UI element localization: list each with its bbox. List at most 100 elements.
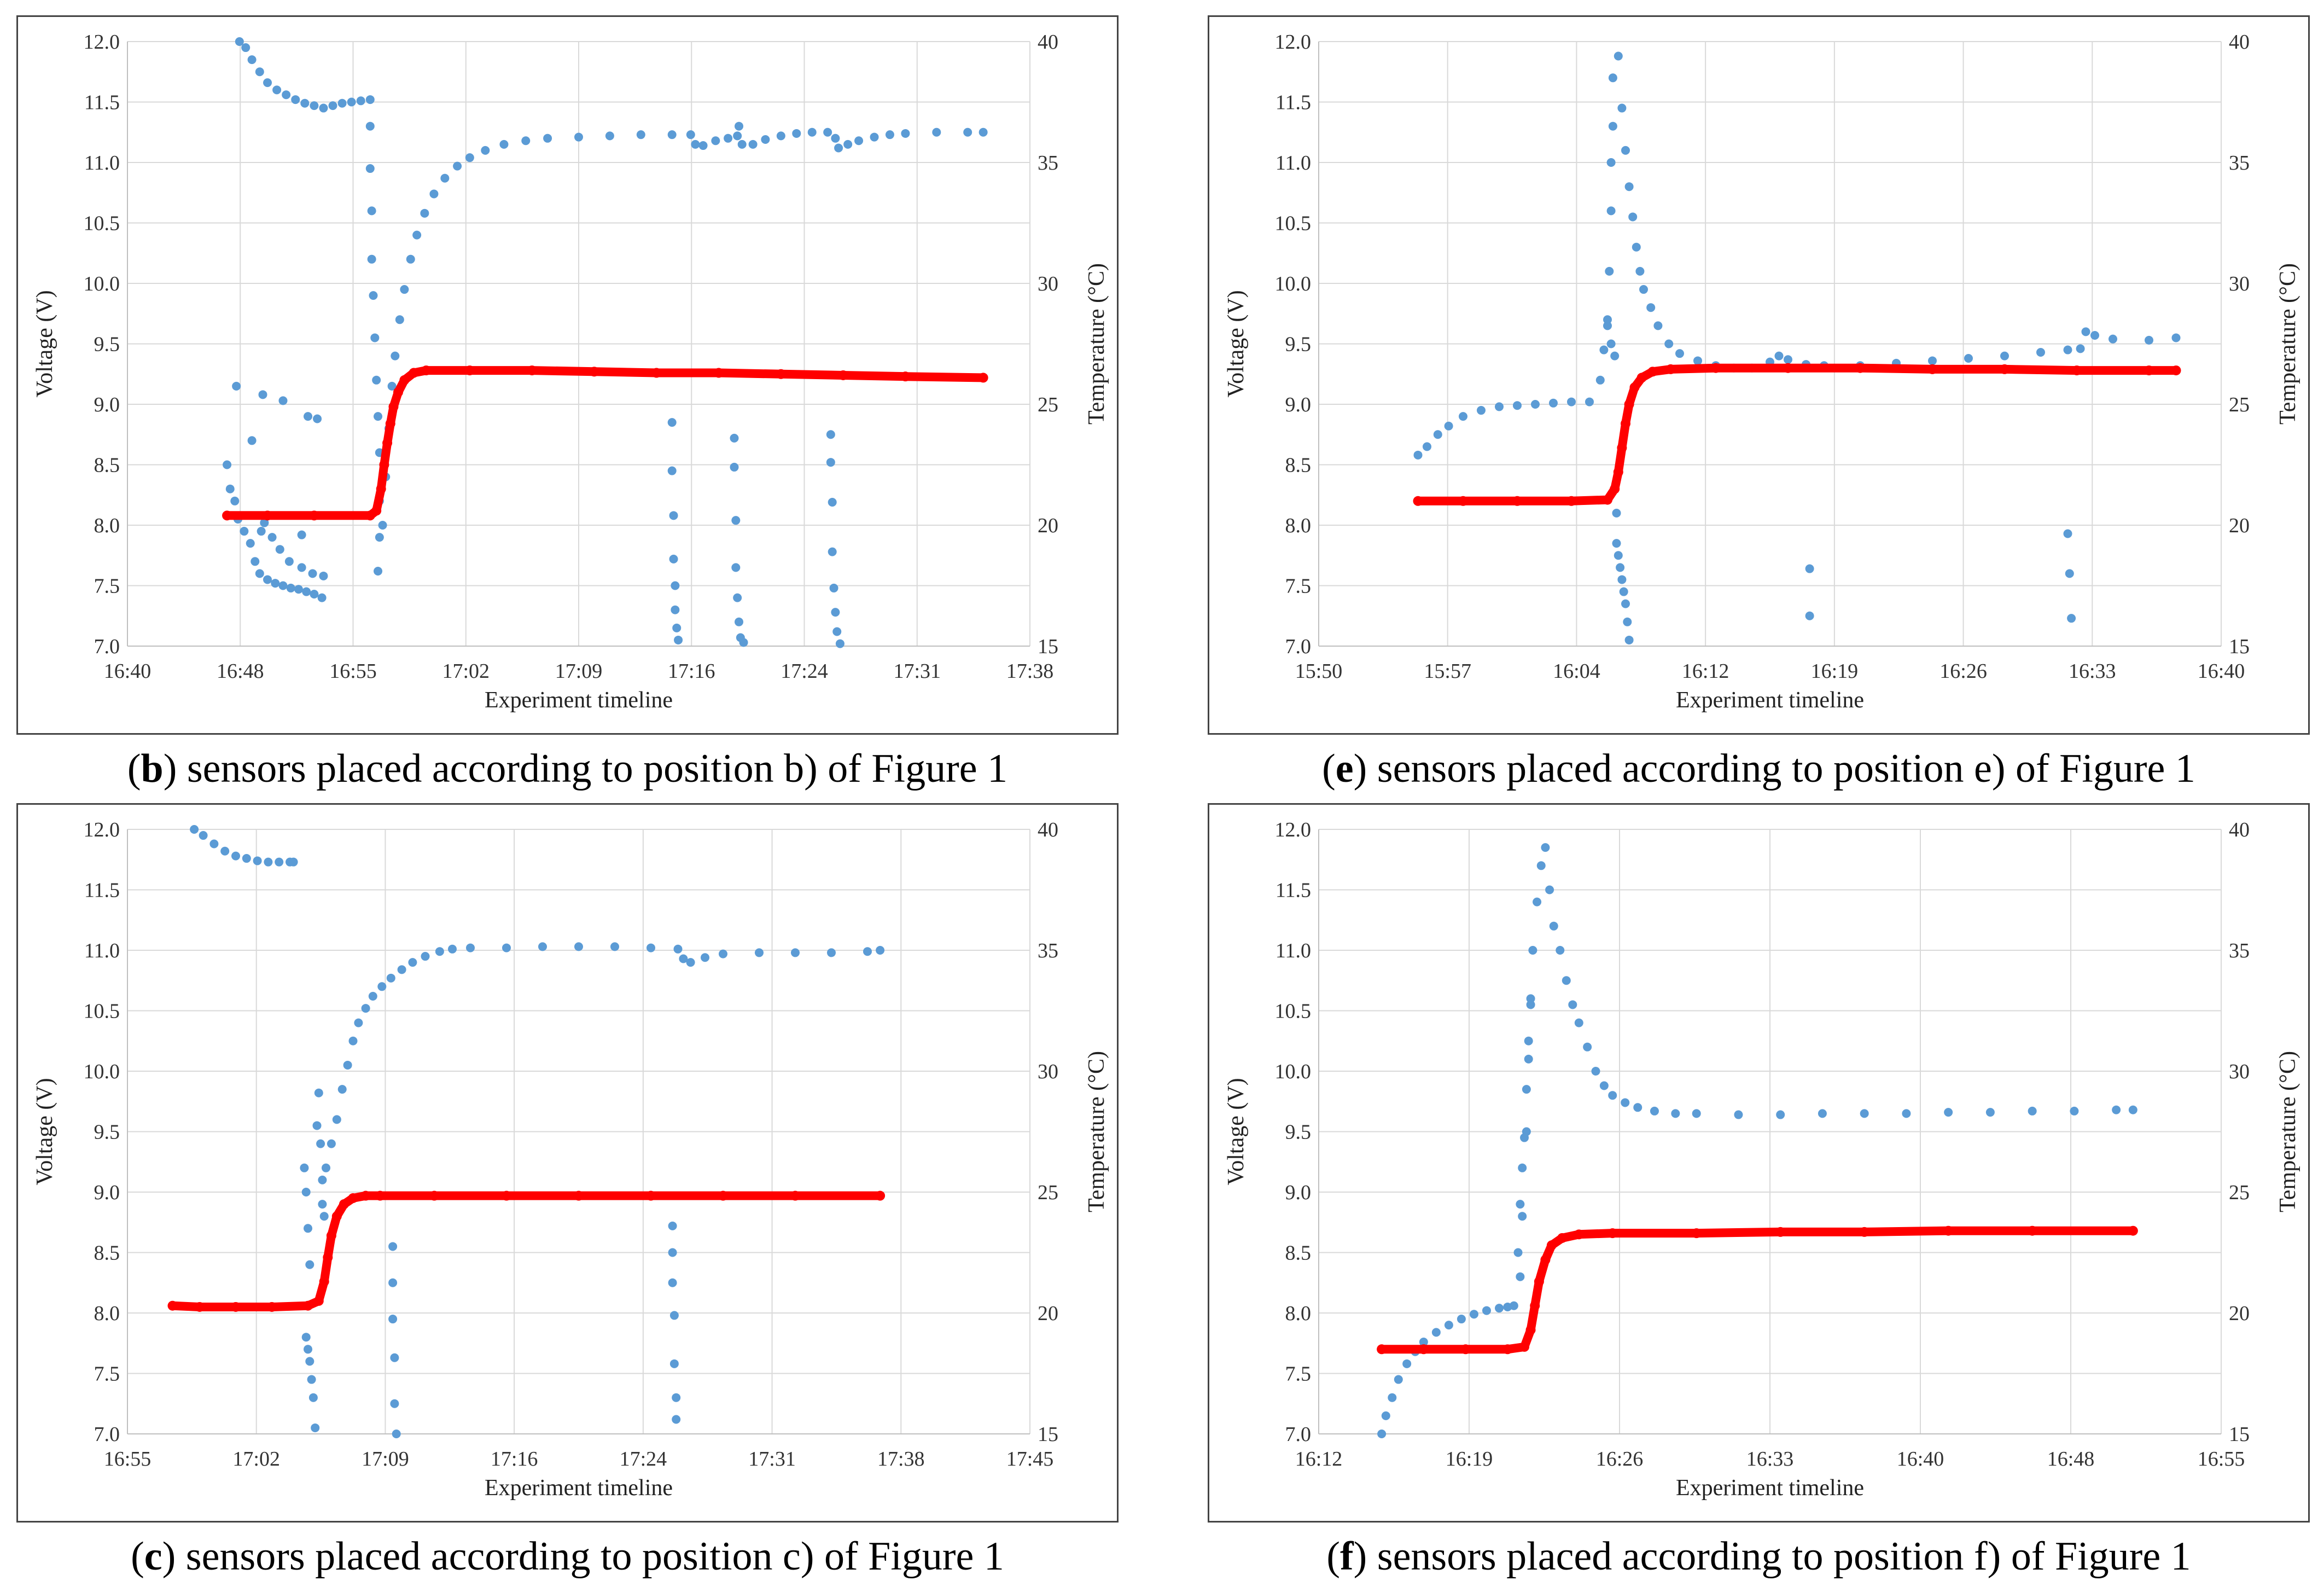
voltage-point (667, 466, 677, 475)
temperature-point (263, 510, 273, 521)
temperature-point (1783, 363, 1793, 373)
voltage-point (2063, 345, 2072, 355)
voltage-point (731, 516, 741, 525)
chart-frame-f: 7.0 7.5 8.0 8.5 9.0 9.5 10.0 10.5 11.0 11.5 12.0 15… (1208, 803, 2310, 1523)
voltage-point (302, 587, 311, 596)
temperature-point (1927, 364, 1937, 374)
x-axis-title-f: Experiment timeline (1676, 1475, 1864, 1501)
voltage-point (322, 1163, 330, 1172)
voltage-point (1549, 398, 1558, 408)
y2-tick-label-f: 30 (2229, 1060, 2250, 1083)
voltage-point (1513, 401, 1522, 410)
temperature-point (2027, 1225, 2037, 1236)
voltage-point (453, 161, 462, 171)
voltage-point (1628, 212, 1638, 222)
temperature-point (1859, 1227, 1869, 1237)
voltage-point (286, 583, 295, 592)
voltage-point (332, 1115, 341, 1124)
voltage-point (2036, 347, 2045, 357)
voltage-point (199, 831, 208, 840)
temperature-point (646, 1190, 656, 1201)
y2-tick-label-e: 20 (2229, 514, 2250, 537)
y-tick-label-c: 11.5 (84, 879, 120, 902)
voltage-point (223, 460, 232, 469)
voltage-point (1568, 1000, 1577, 1009)
y-tick-label-c: 10.5 (84, 1000, 120, 1023)
y2-tick-label-f: 40 (2229, 818, 2250, 841)
voltage-point (1509, 1301, 1518, 1310)
temperature-point (303, 1300, 313, 1311)
y-tick-label-b: 10.0 (84, 272, 120, 295)
y-tick-label-f: 11.5 (1275, 879, 1311, 902)
voltage-point (2063, 529, 2072, 538)
voltage-point (2109, 334, 2117, 344)
voltage-point (1633, 1103, 1642, 1112)
temperature-point (718, 1190, 728, 1201)
voltage-point (190, 825, 199, 834)
voltage-point (730, 433, 739, 443)
voltage-point (791, 948, 800, 957)
temperature-point (1775, 1227, 1786, 1237)
voltage-point (318, 1200, 327, 1209)
y-axis-title-c: Voltage (V) (32, 1078, 57, 1185)
x-tick-label-e: 15:57 (1424, 660, 1471, 683)
voltage-point (686, 130, 695, 140)
caption-letter-c: c (144, 1534, 162, 1579)
voltage-point (1388, 1393, 1397, 1402)
voltage-point (282, 90, 291, 100)
y-axis-title-b: Voltage (V) (32, 290, 57, 397)
voltage-point (1495, 1304, 1504, 1313)
voltage-point (397, 965, 406, 974)
voltage-point (1964, 354, 1973, 363)
x-tick-label-b: 16:40 (104, 660, 152, 683)
voltage-point (1612, 539, 1621, 548)
temperature-point (776, 369, 786, 379)
x-tick-label-b: 17:02 (442, 660, 490, 683)
temperature-point (399, 375, 410, 385)
y2-tick-label-b: 35 (1038, 152, 1058, 175)
y2-tick-label-e: 15 (2229, 635, 2250, 658)
voltage-point (1599, 345, 1609, 355)
temperature-point (371, 506, 382, 516)
voltage-point (1734, 1110, 1743, 1119)
temperature-point (1519, 1341, 1530, 1352)
temperature-series-e (1413, 363, 2181, 506)
voltage-point (308, 1393, 318, 1402)
x-tick-label-c: 17:16 (491, 1448, 538, 1471)
voltage-point (354, 1018, 363, 1027)
temperature-point (978, 373, 988, 383)
voltage-point (316, 1139, 325, 1148)
voltage-point (1635, 266, 1645, 276)
voltage-point (305, 1357, 314, 1366)
voltage-point (739, 638, 748, 647)
voltage-point (337, 98, 347, 108)
voltage-point (1776, 1110, 1785, 1119)
temperature-point (2171, 365, 2181, 376)
temperature-point (1617, 443, 1627, 453)
voltage-point (230, 496, 240, 506)
temperature-point (339, 1199, 349, 1210)
voltage-point (667, 418, 677, 427)
temperature-point (388, 402, 399, 412)
temperature-point (195, 1302, 205, 1312)
voltage-point (361, 1004, 370, 1013)
voltage-point (679, 954, 688, 963)
voltage-series-e (1413, 51, 2181, 644)
caption-letter-e: e (1335, 746, 1354, 791)
voltage-point (901, 129, 910, 138)
voltage-point (291, 95, 300, 104)
x-tick-label-c: 17:09 (362, 1448, 409, 1471)
temperature-series-b (222, 365, 988, 521)
voltage-point (1381, 1411, 1390, 1420)
temperature-point (409, 368, 419, 378)
voltage-point (1431, 1328, 1441, 1337)
temperature-point (502, 1190, 511, 1201)
temperature-point (1530, 1300, 1540, 1311)
y-tick-label-e: 8.5 (1285, 454, 1312, 477)
voltage-point (390, 1353, 399, 1362)
voltage-point (465, 153, 474, 162)
voltage-point (312, 1121, 322, 1130)
voltage-point (275, 545, 284, 554)
voltage-point (260, 518, 269, 527)
voltage-point (701, 953, 709, 962)
